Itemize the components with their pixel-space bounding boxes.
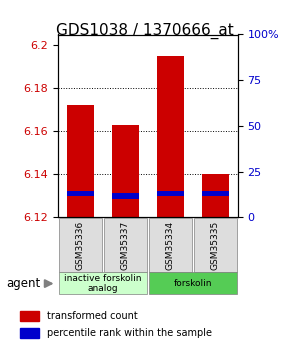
- Text: GSM35337: GSM35337: [121, 220, 130, 269]
- FancyBboxPatch shape: [59, 273, 147, 294]
- FancyBboxPatch shape: [149, 218, 192, 272]
- FancyBboxPatch shape: [59, 218, 102, 272]
- Text: inactive forskolin
analog: inactive forskolin analog: [64, 274, 142, 293]
- Text: GSM35334: GSM35334: [166, 220, 175, 269]
- Text: forskolin: forskolin: [174, 279, 212, 288]
- Bar: [112, 193, 139, 198]
- Text: transformed count: transformed count: [46, 311, 137, 321]
- Bar: [20, 310, 39, 321]
- FancyBboxPatch shape: [194, 218, 237, 272]
- Bar: [112, 125, 139, 217]
- Bar: [157, 56, 184, 217]
- Bar: [202, 191, 229, 196]
- Text: GDS1038 / 1370666_at: GDS1038 / 1370666_at: [56, 22, 234, 39]
- Text: GSM35335: GSM35335: [211, 220, 220, 269]
- Text: GSM35336: GSM35336: [76, 220, 85, 269]
- FancyBboxPatch shape: [149, 273, 237, 294]
- Text: percentile rank within the sample: percentile rank within the sample: [46, 328, 211, 338]
- FancyBboxPatch shape: [104, 218, 147, 272]
- Text: agent: agent: [6, 277, 40, 290]
- Bar: [67, 191, 94, 196]
- Bar: [202, 174, 229, 217]
- Bar: [20, 328, 39, 338]
- Bar: [157, 191, 184, 196]
- Bar: [67, 106, 94, 217]
